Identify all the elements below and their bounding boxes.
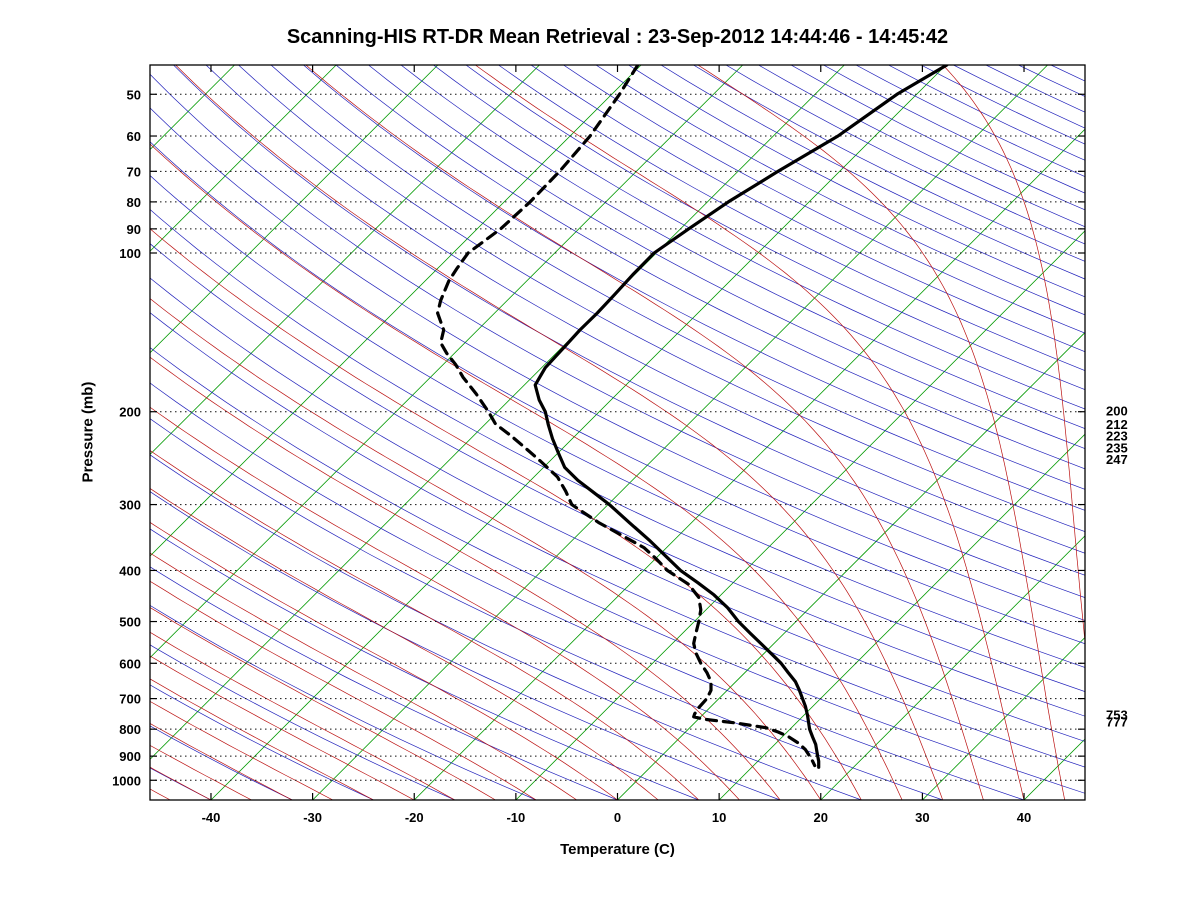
moist-adiabat-lines	[150, 65, 1085, 800]
skewt-background	[150, 65, 1085, 800]
y-tick-label: 800	[119, 722, 141, 737]
right-annotation-label: 200	[1106, 404, 1128, 419]
y-tick-label: 300	[119, 498, 141, 513]
y-tick-label: 400	[119, 563, 141, 578]
y-tick-label: 1000	[112, 773, 141, 788]
axis-ticks: -40 -30 -20 -10 0 10 20 30 40 50 60 70 80 90 100 200 300…	[112, 65, 1085, 825]
y-tick-label: 80	[127, 195, 141, 210]
y-tick-label: 900	[119, 749, 141, 764]
right-annotation-label: 223	[1106, 429, 1128, 444]
x-axis-label: Temperature (C)	[560, 841, 675, 858]
x-tick-label: 10	[712, 810, 726, 825]
right-annotation-label: 777	[1106, 714, 1128, 729]
y-tick-label: 700	[119, 692, 141, 707]
chart-title: Scanning-HIS RT-DR Mean Retrieval : 23-S…	[286, 26, 949, 48]
y-tick-label: 60	[127, 129, 141, 144]
x-tick-label: -40	[202, 810, 221, 825]
x-tick-label: 0	[614, 810, 621, 825]
x-tick-label: 30	[915, 810, 929, 825]
y-tick-label: 70	[127, 164, 141, 179]
pressure-gridlines	[150, 93, 1085, 781]
y-tick-label: 200	[119, 405, 141, 420]
y-tick-label: 100	[119, 246, 141, 261]
y-tick-label: 500	[119, 615, 141, 630]
isotherm-lines	[150, 65, 1085, 800]
dewpoint-profile	[436, 65, 817, 768]
x-tick-label: -30	[303, 810, 322, 825]
y-axis-label: Pressure (mb)	[79, 381, 97, 483]
x-tick-label: 20	[814, 810, 828, 825]
temperature-profile	[533, 65, 949, 769]
right-annotation-label: 247	[1106, 452, 1128, 467]
dry-adiabat-lines	[150, 65, 1085, 800]
profiles-group	[436, 65, 949, 769]
right-annotation-label: 235	[1106, 441, 1128, 456]
x-tick-label: 40	[1017, 810, 1031, 825]
y-tick-label: 90	[127, 222, 141, 237]
right-annotation-label: 212	[1106, 417, 1128, 432]
x-tick-label: -20	[405, 810, 424, 825]
x-tick-label: -10	[506, 810, 525, 825]
right-annotation-label: 753	[1106, 707, 1128, 722]
y-tick-label: 600	[119, 656, 141, 671]
plot-frame	[149, 64, 1086, 801]
y-tick-label: 50	[127, 87, 141, 102]
